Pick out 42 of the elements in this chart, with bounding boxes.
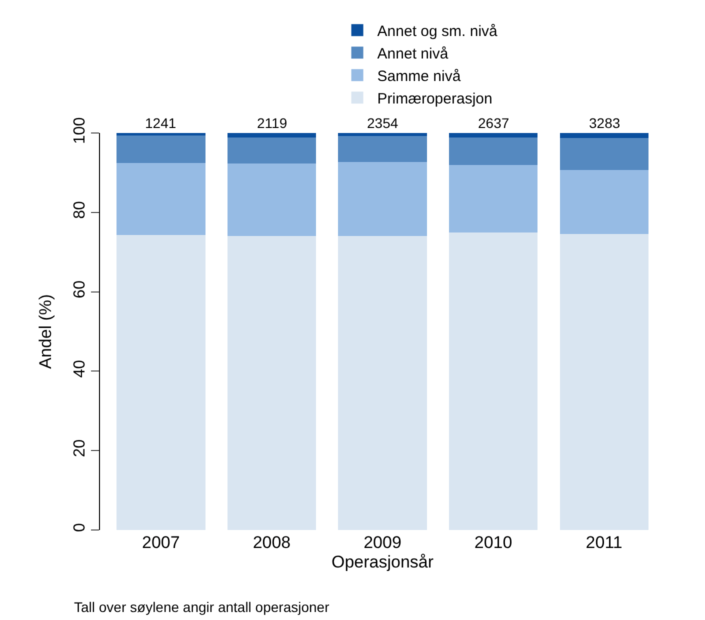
bar (116, 235, 206, 530)
bar (338, 236, 427, 530)
bar (338, 162, 427, 236)
x-tick-label: 2008 (252, 533, 291, 552)
x-tick-label: 2007 (142, 533, 180, 552)
y-tick-label: 0 (72, 523, 89, 532)
bar (560, 234, 648, 530)
bar (338, 136, 427, 162)
bar (227, 133, 316, 138)
annotation: 2119 (257, 115, 288, 131)
bar (448, 232, 538, 530)
bar (227, 137, 316, 164)
y-tick-label: 80 (72, 201, 89, 219)
x-tick-label: 2009 (364, 533, 402, 552)
annotation: 2354 (367, 115, 398, 131)
y-axis-title: Andel (%) (36, 294, 56, 369)
y-tick-label: 100 (72, 117, 89, 144)
y-tick-label: 20 (72, 439, 89, 458)
legend-label: Samme nivå (377, 68, 462, 85)
text: Tall over søylene angir antall operasjoner (74, 599, 330, 615)
bar (448, 137, 538, 166)
bar (448, 165, 538, 232)
bar (227, 236, 316, 530)
annotation: 2637 (478, 115, 510, 131)
bar (116, 135, 206, 163)
bar (227, 164, 316, 236)
legend-label: Primæroperasjon (377, 90, 492, 108)
annotation: 3283 (589, 115, 620, 131)
y-tick-label: 60 (72, 280, 89, 298)
bar (448, 133, 538, 138)
annotation: 1241 (145, 115, 176, 131)
x-tick-label: 2010 (474, 533, 512, 552)
bar (560, 138, 648, 170)
x-tick-label: 2011 (586, 533, 622, 552)
legend-label: Annet og sm. nivå (377, 23, 498, 40)
legend-label: Annet nivå (377, 46, 449, 62)
y-tick-label: 40 (72, 360, 89, 378)
bar (560, 133, 648, 138)
bar (560, 170, 648, 234)
bar (116, 162, 206, 236)
x-axis-title: Operasjonsår (331, 552, 434, 572)
bar (338, 133, 427, 136)
